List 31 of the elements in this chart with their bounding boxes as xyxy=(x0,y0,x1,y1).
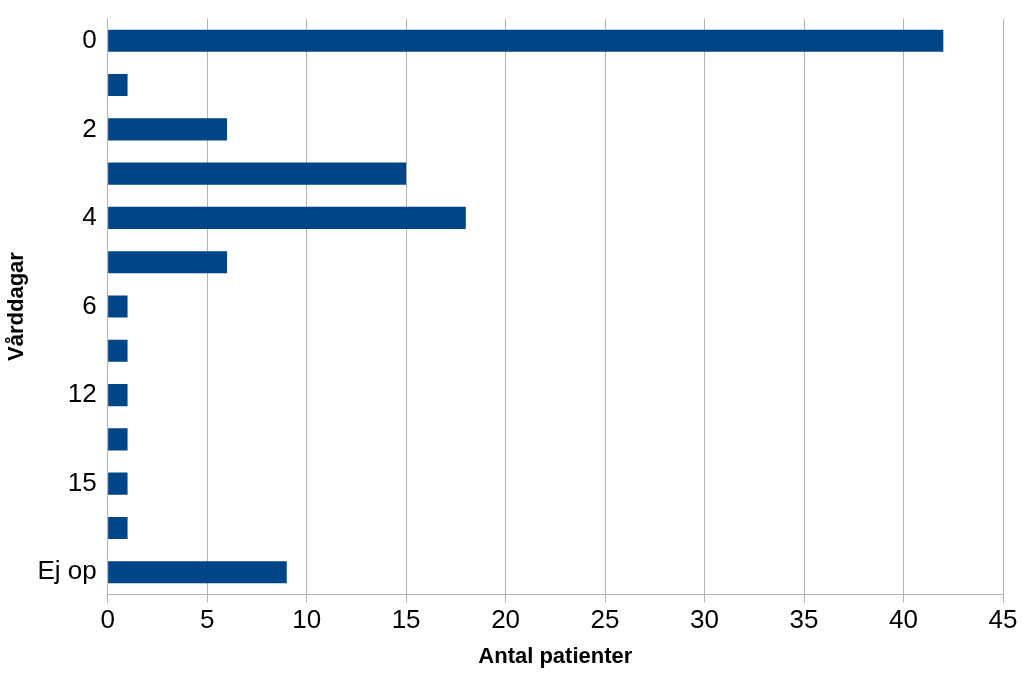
x-tick-label: 30 xyxy=(690,604,720,635)
x-tick-label: 15 xyxy=(391,604,421,635)
bar xyxy=(108,384,128,407)
y-tick-label: 12 xyxy=(67,378,97,409)
y-tick-label: 6 xyxy=(82,289,97,320)
x-tick-label: 5 xyxy=(199,604,215,635)
y-tick-label: 0 xyxy=(82,23,97,54)
bar xyxy=(108,162,407,185)
bar xyxy=(108,295,128,318)
bar xyxy=(108,29,944,52)
bar xyxy=(108,516,128,540)
y-tick-label: Ej op xyxy=(37,555,97,586)
x-tick-label: 40 xyxy=(889,604,918,635)
x-tick-label: 45 xyxy=(988,604,1018,635)
bar xyxy=(108,472,128,495)
bar xyxy=(108,561,287,584)
y-tick-label: 4 xyxy=(82,201,97,232)
x-tick-label: 20 xyxy=(491,604,521,635)
bar xyxy=(108,428,128,451)
bar xyxy=(108,206,466,229)
bar xyxy=(108,251,228,274)
y-tick-label: 15 xyxy=(67,466,97,497)
y-axis-title: Vårddagar xyxy=(3,251,29,361)
bar xyxy=(108,73,128,97)
bar xyxy=(108,339,128,362)
x-tick-label: 10 xyxy=(292,604,322,635)
y-tick-label: 2 xyxy=(82,112,97,143)
x-tick-label: 35 xyxy=(789,604,819,635)
bar xyxy=(108,118,228,141)
x-axis-title: Antal patienter xyxy=(478,642,633,668)
x-tick-label: 25 xyxy=(590,604,620,635)
